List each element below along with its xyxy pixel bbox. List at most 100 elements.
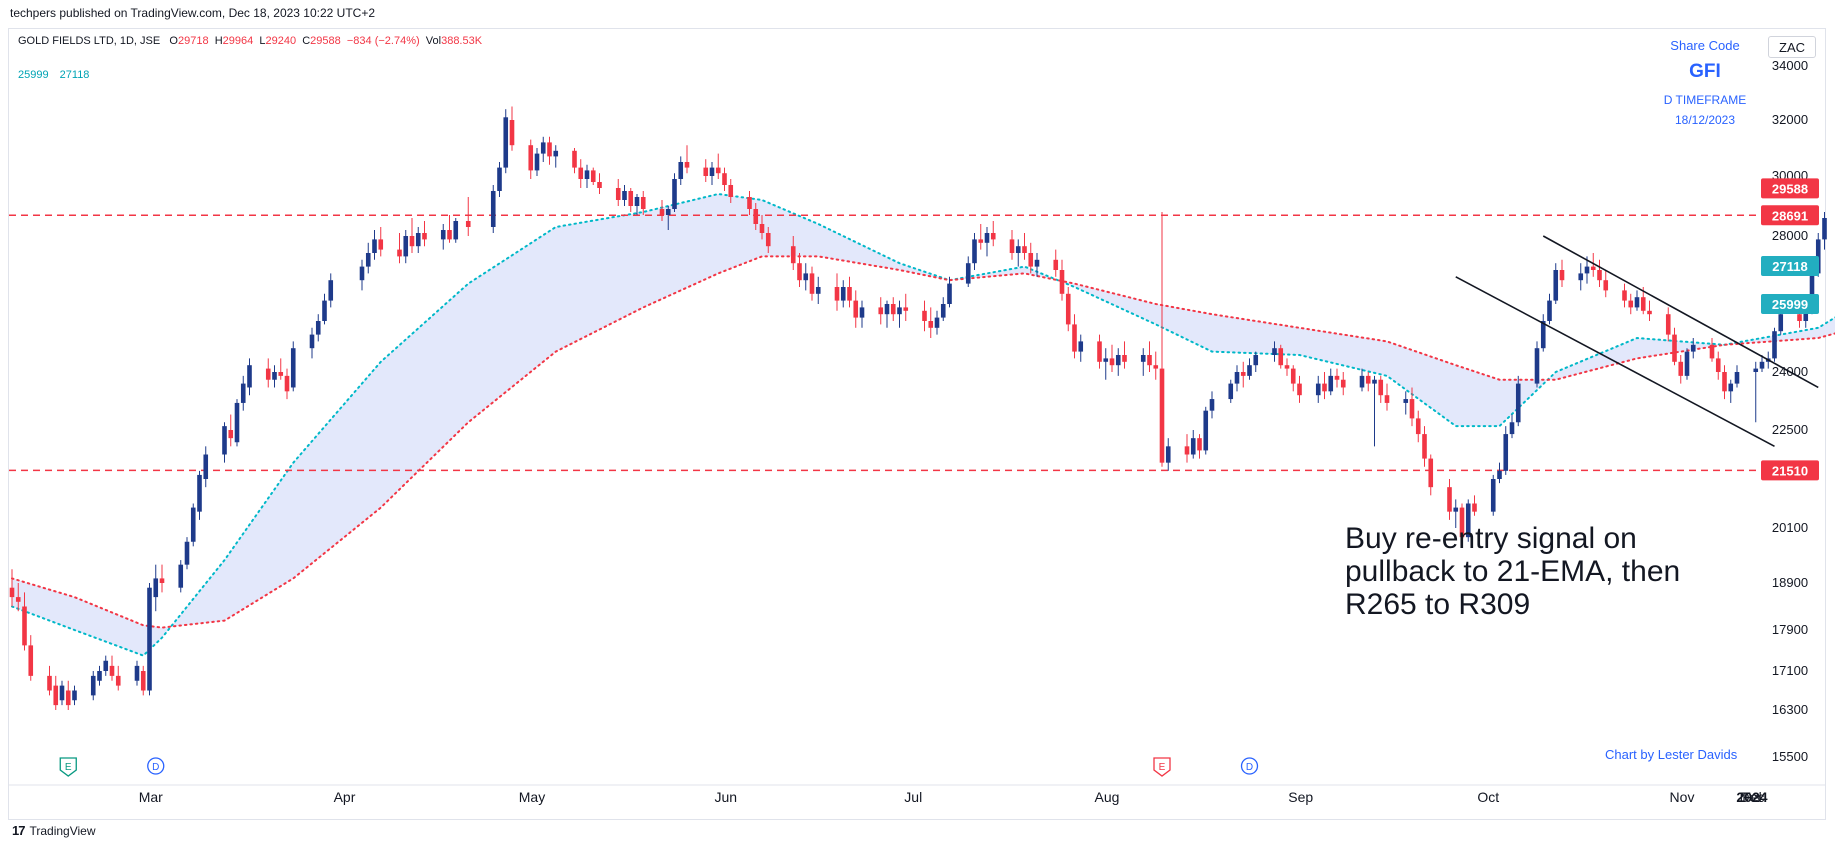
candle [1578, 263, 1584, 291]
date-label: 18/12/2023 [1674, 113, 1736, 127]
candle [840, 280, 846, 308]
candle [265, 358, 271, 388]
price-label-box [1761, 460, 1819, 481]
candle [578, 159, 584, 188]
candle-body [1822, 218, 1827, 240]
symbol-title[interactable]: GOLD FIELDS LTD, 1D, JSE [18, 35, 161, 47]
candle [140, 665, 146, 696]
candle-body [1409, 399, 1415, 419]
candle [1603, 270, 1609, 298]
candle [1272, 341, 1277, 362]
price-label: 21510 [1761, 460, 1819, 481]
candle [1103, 348, 1109, 380]
candle-body [240, 383, 246, 403]
candle [509, 106, 515, 151]
published-header: techpers published on TradingView.com, D… [10, 6, 376, 20]
candle-body [1072, 324, 1077, 352]
candle-body [222, 426, 227, 455]
candle [409, 218, 415, 253]
candle-body [1109, 358, 1115, 366]
candle [615, 179, 621, 206]
candle [928, 307, 934, 338]
candle-body [1778, 314, 1784, 332]
candle-body [1334, 375, 1340, 380]
candle-body [90, 675, 96, 696]
candle-body [1772, 331, 1777, 359]
candle [290, 341, 296, 392]
candle [1647, 300, 1652, 321]
candle-body [184, 541, 190, 565]
candle-body [1628, 300, 1634, 308]
event-marker-letter: D [1246, 762, 1253, 773]
candle [440, 224, 446, 250]
candle [790, 236, 796, 270]
candle [1628, 293, 1634, 315]
candle [453, 218, 459, 243]
candle-body [1328, 375, 1334, 392]
candle-body [1559, 270, 1565, 281]
close-label: C [302, 35, 311, 47]
candle [1622, 283, 1627, 308]
candle-body [415, 233, 421, 247]
candle-body [759, 224, 765, 233]
candle [1759, 355, 1765, 372]
candle-body [103, 660, 109, 671]
candle-body [1447, 487, 1452, 512]
currency-button[interactable]: ZAC [1768, 36, 1816, 58]
candle-body [903, 307, 909, 311]
price-label-text: 25999 [1772, 297, 1808, 312]
candle [1465, 499, 1471, 542]
candle-body [1597, 270, 1602, 281]
candle [1459, 503, 1465, 542]
candle-body [615, 188, 621, 200]
price-label-box [1761, 178, 1819, 199]
event-marker: E [1153, 757, 1171, 777]
candle-body [247, 365, 252, 388]
candle [9, 569, 15, 607]
candle [372, 230, 377, 260]
candle-body [922, 310, 927, 321]
candle-body [703, 167, 709, 176]
candle [934, 310, 940, 335]
candle [1197, 434, 1202, 459]
candle [315, 314, 321, 342]
candle-body [634, 197, 640, 206]
candle [1184, 434, 1190, 463]
candle-body [422, 233, 427, 240]
candle [728, 179, 734, 203]
candle [359, 259, 365, 291]
candle-body [265, 368, 271, 380]
price-label-text: 27118 [1772, 259, 1807, 274]
candle [134, 660, 140, 686]
candle-body [1234, 372, 1240, 384]
trend-channel-line [1542, 235, 1819, 389]
candle-body [1815, 239, 1821, 274]
candle [503, 109, 509, 174]
candle [540, 136, 546, 162]
candle-body [709, 167, 715, 176]
price-tick-label: 24000 [1772, 364, 1808, 379]
candle [1547, 293, 1552, 325]
candle [272, 365, 277, 388]
candle [422, 221, 427, 247]
ema-band-area [12, 194, 1835, 656]
candle-body [859, 307, 865, 318]
candle [1415, 410, 1421, 443]
candle [1115, 348, 1121, 376]
candle [1078, 334, 1084, 362]
candle-body [322, 300, 327, 321]
candle [190, 503, 196, 547]
high-label: H [214, 35, 223, 47]
candle-body [1734, 372, 1740, 384]
candle [1097, 334, 1102, 369]
candle [572, 148, 577, 174]
candle-body [715, 167, 721, 174]
time-tick-label: Apr [334, 789, 356, 805]
candle [1228, 379, 1234, 403]
tradingview-footer[interactable]: 17 TradingView [12, 823, 96, 838]
candle [1403, 391, 1409, 415]
candle [684, 145, 690, 174]
candle [28, 635, 34, 681]
candle [1772, 327, 1777, 362]
